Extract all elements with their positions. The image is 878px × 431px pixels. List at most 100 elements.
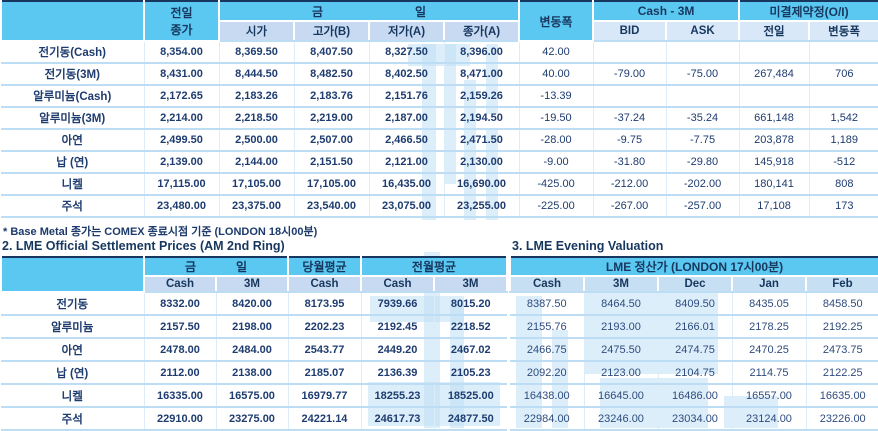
col-group-today: 금 일 [217,1,521,22]
value-cell: -257.00 [665,195,740,218]
value-cell: -79.00 [592,63,667,86]
table-row: 아연 2,499.50 2,500.00 2,507.00 2,466.50 2,471.… [1,129,878,152]
value-cell: 7939.66 [360,292,434,316]
value-cell: 2,130.00 [443,151,520,174]
row-label: 알루미늄 [1,315,144,339]
value-cell: -29.80 [665,151,740,174]
value-cell: 2,151.50 [293,151,369,174]
value-cell: 2,172.65 [143,85,219,108]
row-label: 니켈 [1,384,144,408]
value-cell: 2,159.26 [443,85,520,108]
col-header-3m: 3M [583,276,659,293]
row-label: 주석 [1,407,144,431]
col-header-open: 시가 [218,21,295,42]
value-cell: 2138.00 [215,361,288,385]
value-cell: 23,075.00 [368,195,444,218]
value-cell: 2123.00 [583,361,658,385]
value-cell: 2,214.00 [143,107,219,130]
value-cell: 23034.00 [657,407,732,431]
today-label-right: 일 [414,4,427,19]
value-cell: 2092.20 [510,361,584,385]
value-cell: 2114.75 [731,361,806,385]
value-cell: 8,431.00 [143,63,219,86]
value-cell: 267,484 [738,63,810,86]
value-cell: 24617.73 [360,407,434,431]
evening-valuation-table: LME 정산가 (LONDON 17시00분) Cash 3M Dec Jan … [509,256,878,431]
value-cell: 2112.00 [143,361,216,385]
value-cell [808,85,878,108]
value-cell: 22984.00 [510,407,584,431]
value-cell: 16557.00 [731,384,806,408]
value-cell: 22910.00 [143,407,216,431]
value-cell: 2,466.50 [368,129,444,152]
value-cell: -13.39 [518,85,594,108]
evening-valuation-title: 3. LME Evening Valuation [512,239,664,253]
table-row: 전기동(3M) 8,431.00 8,444.50 8,482.50 8,402.50 8… [1,63,878,86]
value-cell: 1,542 [808,107,878,130]
col-header-oi-prev: 전일 [738,21,811,42]
table-row: 2155.76 2193.00 2166.01 2178.25 2192.25 [510,315,878,339]
value-cell: 16645.00 [583,384,658,408]
value-cell: 2178.25 [731,315,806,339]
table-row: 니켈 16335.00 16575.00 16979.77 18255.23 18525.… [1,384,508,408]
value-cell: -31.80 [592,151,667,174]
value-cell: -7.75 [665,129,740,152]
row-label: 니켈 [1,173,144,196]
col-header-low: 저가(A) [368,21,445,42]
value-cell: 8,402.50 [368,63,444,86]
value-cell: -512 [808,151,878,174]
value-cell: 2166.01 [657,315,732,339]
table-row: 납 (연) 2,139.00 2,144.00 2,151.50 2,121.00 2,1… [1,151,878,174]
value-cell: 2105.23 [433,361,508,385]
value-cell: 16,435.00 [368,173,444,196]
row-label: 주석 [1,195,144,218]
value-cell: -267.00 [592,195,667,218]
value-cell: 8,369.50 [218,41,294,64]
close-label: 종가 [170,23,193,37]
value-cell: -35.24 [665,107,740,130]
value-cell: 2,219.00 [293,107,369,130]
corner-cell [0,1,145,42]
value-cell: 8,471.00 [443,63,520,86]
value-cell: 2157.50 [143,315,216,339]
value-cell: 23,375.00 [218,195,294,218]
value-cell: 2192.25 [805,315,878,339]
value-cell: 40.00 [518,63,594,86]
value-cell: 8173.95 [287,292,361,316]
value-cell: 24221.14 [287,407,361,431]
value-cell: 16335.00 [143,384,216,408]
col-header-ask: ASK [665,21,741,42]
col-group-month-avg: 당월평균 [287,257,362,277]
value-cell: 2467.02 [433,338,508,362]
value-cell: 42.00 [518,41,594,64]
row-label: 전기동(3M) [1,63,144,86]
value-cell: -202.00 [665,173,740,196]
value-cell: 8,354.00 [143,41,219,64]
col-header-cash: Cash [509,276,585,293]
value-cell: 8015.20 [433,292,508,316]
value-cell: 2193.00 [583,315,658,339]
col-header-jan: Jan [731,276,807,293]
value-cell: 2198.00 [215,315,288,339]
value-cell: 16635.00 [805,384,878,408]
col-header-prev-close: 전일 종가 [143,1,220,42]
col-group-today-settlement: 금 일 [143,257,289,277]
value-cell: 661,148 [738,107,810,130]
value-cell: 8,327.50 [368,41,444,64]
value-cell: 16486.00 [657,384,732,408]
value-cell: 2543.77 [287,338,361,362]
col-header-prev-cash: Cash [360,276,435,293]
table-row: 주석 22910.00 23275.00 24221.14 24617.73 24877.… [1,407,508,431]
value-cell: 2,499.50 [143,129,219,152]
value-cell: 2,187.00 [368,107,444,130]
value-cell: -425.00 [518,173,594,196]
value-cell: 706 [808,63,878,86]
value-cell: 2122.25 [805,361,878,385]
value-cell: 180,141 [738,173,810,196]
today-label-left: 금 [184,260,197,274]
table-row: 22984.00 23246.00 23034.00 23124.00 23226.00 [510,407,878,431]
value-cell: 23,255.00 [443,195,520,218]
settlement-price-table: 금 일 당월평균 전월평균 Cash 3M Cash Cash 3M 전기동 83… [0,256,509,431]
table3-header: LME 정산가 (LONDON 17시00분) Cash 3M Dec Jan … [509,257,878,293]
col-header-dec: Dec [657,276,733,293]
